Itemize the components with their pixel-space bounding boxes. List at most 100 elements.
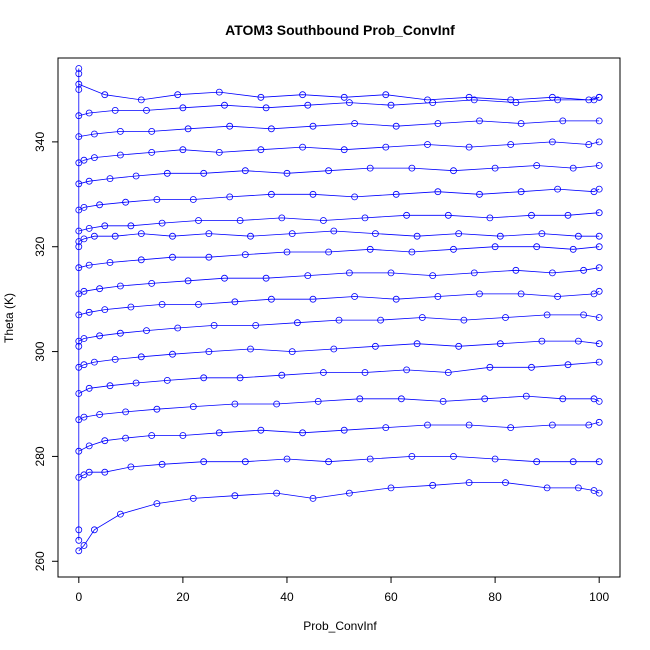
- data-point: [575, 232, 582, 240]
- data-point: [75, 547, 83, 555]
- data-point: [137, 96, 145, 104]
- data-point: [85, 224, 93, 232]
- data-point: [595, 232, 603, 240]
- data-point: [205, 348, 213, 356]
- data-point: [554, 96, 561, 104]
- data-point: [91, 232, 98, 240]
- data-point: [465, 93, 473, 101]
- data-point: [189, 494, 197, 502]
- data-point: [590, 188, 598, 196]
- data-point: [330, 345, 338, 353]
- data-point: [595, 138, 603, 146]
- data-point: [257, 93, 265, 101]
- data-point: [403, 366, 411, 374]
- chart-title: ATOM3 Southbound Prob_ConvInf: [225, 22, 455, 38]
- data-point: [148, 148, 156, 156]
- data-point: [111, 355, 119, 363]
- data-point: [575, 484, 582, 492]
- data-point: [450, 452, 457, 460]
- data-point: [205, 230, 213, 238]
- data-point: [189, 403, 197, 411]
- series-line: [78, 165, 600, 185]
- data-point: [288, 348, 296, 356]
- data-point: [444, 211, 452, 219]
- data-point: [424, 141, 431, 148]
- data-point: [158, 219, 166, 227]
- data-point: [549, 93, 556, 101]
- x-axis-label: Prob_ConvInf: [303, 619, 377, 633]
- data-point: [549, 138, 556, 146]
- data-point: [496, 340, 504, 348]
- data-point: [554, 293, 561, 300]
- data-point: [127, 222, 135, 230]
- plot-frame: [57, 57, 621, 578]
- y-tick-label: 320: [33, 236, 47, 256]
- data-point: [512, 266, 520, 274]
- data-point: [408, 452, 416, 460]
- data-point: [226, 122, 234, 130]
- data-point: [241, 167, 249, 175]
- series-line: [78, 482, 600, 552]
- data-point: [340, 146, 348, 154]
- data-point: [351, 193, 359, 201]
- data-point: [80, 287, 88, 295]
- series-line: [78, 246, 600, 269]
- data-point: [580, 311, 587, 319]
- data-point: [195, 300, 202, 308]
- data-point: [481, 395, 489, 403]
- data-point: [169, 253, 176, 261]
- data-point: [439, 397, 447, 405]
- data-point: [491, 243, 499, 251]
- data-point: [538, 230, 546, 238]
- data-point: [257, 146, 265, 154]
- series-line: [78, 120, 600, 137]
- x-axis: 0 20 40 60 80 100: [75, 577, 610, 604]
- data-point: [309, 122, 317, 130]
- data-point: [590, 290, 598, 298]
- x-tick-label: 80: [488, 590, 502, 604]
- data-point: [80, 413, 88, 421]
- data-point: [382, 143, 390, 151]
- data-point: [132, 172, 140, 180]
- data-point: [262, 274, 270, 282]
- data-point: [80, 335, 88, 342]
- data-point: [304, 272, 312, 280]
- data-point: [559, 117, 567, 125]
- data-point: [91, 154, 98, 162]
- data-point: [85, 468, 93, 476]
- data-point: [507, 96, 515, 104]
- data-point: [221, 274, 228, 282]
- data-point: [137, 353, 145, 361]
- data-point: [247, 232, 254, 240]
- series-line: [78, 361, 600, 394]
- data-point: [148, 432, 156, 439]
- data-point: [309, 494, 317, 502]
- data-point: [345, 99, 353, 106]
- data-point: [174, 91, 182, 99]
- data-point: [106, 382, 114, 390]
- y-tick-label: 300: [33, 341, 47, 361]
- series-line: [78, 188, 600, 211]
- data-point: [340, 426, 348, 434]
- data-point: [75, 65, 83, 72]
- series-line: [78, 212, 600, 232]
- data-point: [345, 269, 353, 277]
- data-point: [585, 421, 593, 429]
- data-point: [200, 374, 208, 382]
- data-point: [85, 261, 93, 269]
- data-point: [429, 272, 437, 280]
- data-point: [241, 251, 249, 259]
- data-point: [231, 298, 239, 306]
- data-point: [470, 269, 478, 277]
- y-tick-label: 340: [33, 132, 47, 152]
- data-point: [85, 384, 93, 392]
- data-point: [533, 243, 541, 251]
- data-point: [356, 395, 364, 403]
- data-point: [215, 148, 223, 156]
- data-point: [127, 303, 135, 311]
- data-point: [585, 141, 593, 148]
- data-point: [96, 201, 103, 209]
- data-point: [179, 104, 187, 112]
- data-point: [345, 489, 353, 497]
- data-point: [231, 492, 239, 500]
